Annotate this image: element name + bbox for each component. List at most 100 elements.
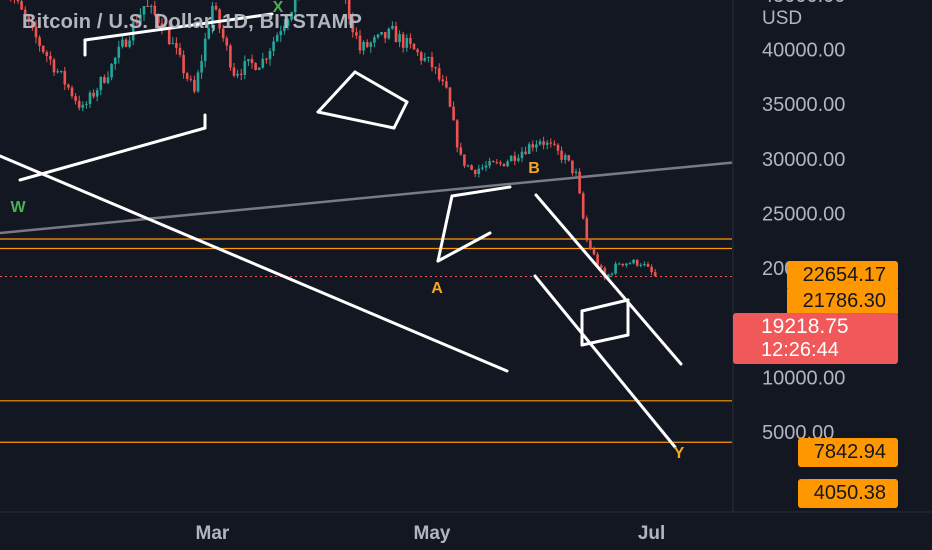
candle-body — [52, 59, 56, 73]
y-tick-label: 40000.00 — [762, 40, 845, 62]
candle-body — [373, 37, 376, 43]
candle-body — [293, 0, 297, 13]
bar-countdown: 12:26:44 — [761, 339, 839, 361]
candle-body — [283, 25, 286, 32]
candle-body — [437, 68, 441, 80]
candle-body — [85, 103, 88, 105]
y-tick-label: 25000.00 — [762, 203, 845, 225]
candle-body — [117, 46, 121, 58]
candle-body — [520, 151, 524, 159]
y-tick-label: 35000.00 — [762, 94, 845, 116]
candle-body — [416, 49, 419, 53]
candle-body — [70, 87, 74, 97]
candle-body — [358, 35, 362, 51]
candle-body — [272, 41, 275, 51]
candle-body — [369, 42, 373, 47]
channel-lower-line — [533, 274, 677, 449]
candle-body — [452, 106, 455, 121]
candle-body — [419, 52, 423, 61]
candle-body — [99, 76, 103, 91]
x-tick-label: Mar — [196, 523, 230, 544]
candle-body — [221, 28, 225, 39]
candle-body — [405, 37, 409, 48]
candle-body — [538, 141, 542, 145]
candle-body — [596, 254, 599, 266]
candle-body — [239, 73, 243, 75]
candle-body — [175, 42, 178, 48]
x-tick-label: May — [414, 523, 451, 544]
pennant-lower-edge — [436, 231, 492, 263]
candle-body — [128, 40, 131, 47]
candle-body — [185, 73, 189, 79]
level-tag-7842: 7842.94 — [797, 438, 898, 467]
candle-body — [41, 46, 45, 53]
candle-body — [635, 259, 639, 266]
candle-body — [610, 273, 614, 275]
candle-body — [178, 47, 182, 55]
candle-body — [236, 73, 239, 76]
candle-body — [499, 162, 502, 164]
candle-body — [74, 96, 77, 101]
candle-body — [391, 26, 394, 29]
candle-body — [63, 70, 67, 85]
candle-body — [67, 84, 70, 88]
candle-body — [376, 34, 380, 38]
candle-body — [445, 81, 448, 88]
candle-body — [149, 5, 153, 7]
candle-body — [189, 78, 193, 80]
candle-body — [182, 54, 185, 74]
candle-body — [139, 14, 142, 24]
candle-body — [427, 56, 430, 58]
candle-body — [290, 12, 293, 20]
candle-body — [131, 21, 135, 41]
candle-body — [355, 32, 358, 36]
candle-body — [531, 144, 535, 148]
level-tag-22654: 22654.17 — [786, 261, 898, 290]
last-price-tag: 19218.75 12:26:44 — [733, 313, 898, 364]
candle-body — [59, 70, 63, 72]
candle-body — [257, 67, 261, 71]
candle-body — [513, 155, 517, 161]
candle-body — [553, 143, 556, 145]
candle-body — [365, 41, 369, 47]
candle-body — [473, 169, 477, 175]
candle-body — [106, 77, 110, 83]
candle-body — [628, 263, 632, 265]
candle-body — [470, 165, 473, 170]
candle-body — [643, 264, 646, 266]
candle-body — [27, 16, 31, 22]
candle-body — [279, 31, 283, 36]
wave-label-b: B — [528, 160, 540, 177]
y-tick-label: 45000.00 — [762, 0, 845, 7]
candle-body — [423, 57, 427, 61]
candle-body — [398, 34, 401, 43]
candle-body — [617, 263, 621, 265]
candle-body — [171, 42, 175, 45]
candle-body — [207, 28, 211, 39]
candle-body — [387, 28, 391, 39]
candle-body — [434, 67, 437, 69]
flag-upper-edge — [580, 298, 630, 313]
candle-body — [650, 266, 653, 273]
y-tick-label: 30000.00 — [762, 149, 845, 171]
candle-body — [409, 37, 412, 44]
candle-body — [275, 35, 279, 42]
candle-body — [412, 43, 416, 50]
candle-body — [124, 39, 128, 47]
candle-body — [581, 193, 585, 219]
candle-body — [506, 161, 509, 167]
candle-body — [517, 158, 520, 161]
candle-body — [113, 57, 117, 64]
candle-body — [556, 144, 560, 151]
candle-body — [20, 1, 23, 10]
candle-body — [160, 23, 164, 30]
candle-body — [347, 0, 351, 19]
candle-body — [455, 120, 459, 148]
candle-body — [135, 21, 139, 24]
candle-body — [646, 264, 650, 267]
candle-body — [103, 76, 106, 83]
candle-body — [592, 249, 596, 255]
candle-body — [286, 19, 290, 26]
candle-body — [110, 63, 113, 78]
candle-body — [146, 5, 149, 7]
